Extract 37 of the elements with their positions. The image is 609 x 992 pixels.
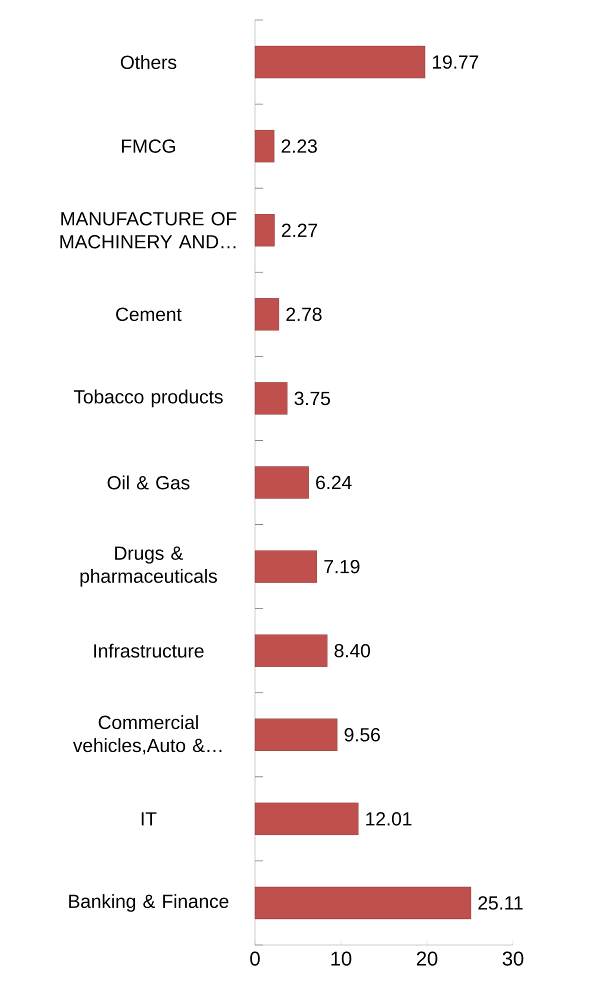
bar: [254, 382, 288, 415]
data-label: 2.78: [286, 308, 322, 322]
bar: [254, 130, 274, 162]
bar: [254, 550, 318, 583]
data-label: 25.11: [478, 896, 523, 910]
x-tick-label: 20: [416, 952, 438, 966]
data-label: 6.24: [316, 476, 352, 490]
data-label: 3.75: [294, 392, 330, 406]
y-tick-label: Cement: [116, 308, 182, 322]
y-tick-label: Tobacco products: [74, 390, 223, 408]
y-tick-label: IT: [142, 812, 156, 826]
x-tick-label: 0: [250, 952, 260, 966]
data-label: 12.01: [366, 812, 412, 826]
bar: [254, 466, 309, 499]
data-label: 2.27: [282, 224, 318, 237]
x-tick-label: 30: [502, 952, 524, 966]
data-label: 7.19: [324, 560, 360, 574]
y-tick-label: Infrastructure: [94, 644, 204, 658]
bar: [254, 46, 426, 78]
y-tick-label: Commercial vehicles,Auto &…: [73, 715, 222, 754]
bar: [254, 298, 280, 331]
y-tick-label: Others: [120, 55, 176, 70]
data-label: 8.40: [334, 644, 370, 658]
y-tick-label: MANUFACTURE OF MACHINERY AND…: [60, 212, 236, 248]
bar: [254, 802, 358, 836]
bar: [254, 634, 328, 667]
x-tick-label: 10: [331, 952, 352, 966]
bar: [254, 886, 472, 920]
data-label: 2.23: [282, 139, 317, 153]
y-tick-label: Oil & Gas: [108, 476, 190, 490]
bar: [254, 718, 338, 751]
bar: [254, 214, 275, 246]
y-tick-label: Drugs & pharmaceuticals: [80, 546, 217, 587]
data-label: 19.77: [432, 55, 478, 69]
y-tick-label: Banking & Finance: [69, 894, 228, 912]
y-tick-label: FMCG: [122, 139, 175, 153]
data-label: 9.56: [344, 728, 380, 742]
